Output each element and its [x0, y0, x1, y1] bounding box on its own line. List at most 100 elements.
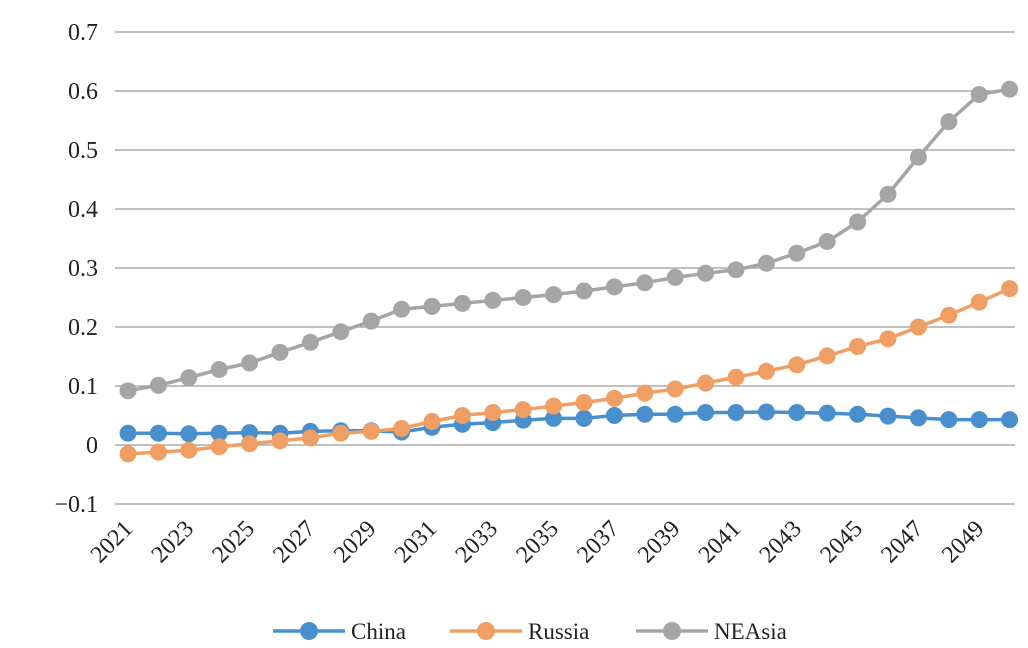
x-tick-label: 2031 [390, 516, 442, 568]
x-tick-label: 2029 [329, 516, 381, 568]
series-line-china [128, 410, 1010, 436]
data-point [575, 282, 593, 300]
data-point [940, 306, 958, 324]
data-point [362, 422, 380, 440]
legend-swatch-marker [663, 622, 681, 640]
x-tick-label: 2037 [572, 516, 624, 568]
data-point [666, 405, 684, 423]
series-lines [119, 80, 1019, 463]
legend-swatch-marker [300, 622, 318, 640]
x-tick-label: 2025 [208, 516, 260, 568]
data-point [271, 343, 289, 361]
x-tick-label: 2043 [755, 516, 807, 568]
data-point [1001, 280, 1019, 298]
data-point [605, 407, 623, 424]
series-line-russia [127, 287, 1011, 456]
data-point [393, 420, 411, 437]
data-point [788, 404, 806, 421]
data-point [940, 411, 958, 429]
data-point [970, 411, 988, 429]
data-point [1001, 80, 1019, 98]
data-point [210, 438, 228, 456]
data-point [666, 380, 684, 398]
data-point [575, 409, 593, 427]
data-point [666, 268, 684, 286]
data-point [545, 397, 563, 415]
x-tick-label: 2041 [694, 516, 746, 568]
data-point [727, 404, 745, 421]
y-tick-label: 0 [86, 433, 98, 459]
data-point [423, 412, 441, 430]
y-tick-label: 0.7 [68, 20, 98, 46]
data-point [697, 374, 715, 392]
legend: China Russia NEAsia [273, 619, 787, 644]
data-point [149, 443, 167, 461]
data-point [119, 445, 137, 463]
data-point [545, 286, 563, 304]
data-point [241, 354, 259, 372]
series-china [119, 403, 1019, 443]
data-point [605, 389, 623, 407]
data-point [484, 291, 502, 309]
data-point [879, 407, 897, 425]
data-point [727, 368, 745, 386]
data-point [849, 338, 867, 355]
legend-item-china: China [273, 619, 406, 644]
legend-label: China [351, 619, 406, 644]
data-point [180, 369, 198, 387]
data-point [879, 185, 897, 203]
data-point [149, 376, 167, 394]
x-tick-label: 2049 [937, 516, 989, 568]
data-point [697, 404, 715, 421]
data-point [332, 424, 350, 442]
data-point [605, 278, 623, 296]
data-point [362, 312, 380, 330]
data-point [514, 401, 532, 419]
data-point [757, 254, 775, 272]
data-point [119, 424, 137, 442]
data-point [970, 86, 988, 103]
data-point [879, 330, 897, 348]
x-tick-label: 2035 [512, 516, 564, 568]
data-point [180, 425, 198, 443]
data-point [940, 113, 958, 131]
data-point [393, 300, 411, 318]
x-tick-label: 2045 [816, 516, 868, 568]
data-point [241, 435, 259, 453]
y-tick-label: 0.3 [68, 256, 98, 282]
data-point [757, 403, 775, 421]
data-point [818, 347, 836, 365]
data-point [970, 293, 988, 311]
x-tick-label: 2047 [876, 516, 928, 568]
gridlines [115, 31, 1015, 505]
data-point [301, 333, 319, 351]
data-point [271, 432, 289, 450]
data-point [210, 361, 228, 378]
legend-label: Russia [528, 619, 589, 644]
series-russia [119, 280, 1019, 463]
data-point [332, 323, 350, 341]
data-point [727, 261, 745, 279]
x-tick-label: 2023 [147, 516, 199, 568]
data-point [636, 384, 654, 402]
data-point [849, 405, 867, 423]
y-tick-label: 0.1 [68, 374, 98, 400]
data-point [849, 213, 867, 231]
data-point [788, 356, 806, 374]
data-point [210, 424, 228, 442]
data-point [149, 424, 167, 442]
data-point [119, 382, 137, 400]
data-point [636, 274, 654, 292]
data-point [301, 429, 319, 447]
data-point [909, 409, 927, 427]
y-tick-label: 0.4 [68, 197, 98, 223]
data-point [453, 407, 471, 424]
data-point [453, 294, 471, 312]
legend-item-russia: Russia [450, 619, 589, 644]
x-tick-label: 2021 [86, 516, 138, 568]
data-point [423, 297, 441, 315]
x-axis-tick-labels: 2021 2023 2025 2027 2029 2031 2033 2035 2037 2039… [86, 516, 990, 568]
series-neasia [119, 80, 1019, 400]
